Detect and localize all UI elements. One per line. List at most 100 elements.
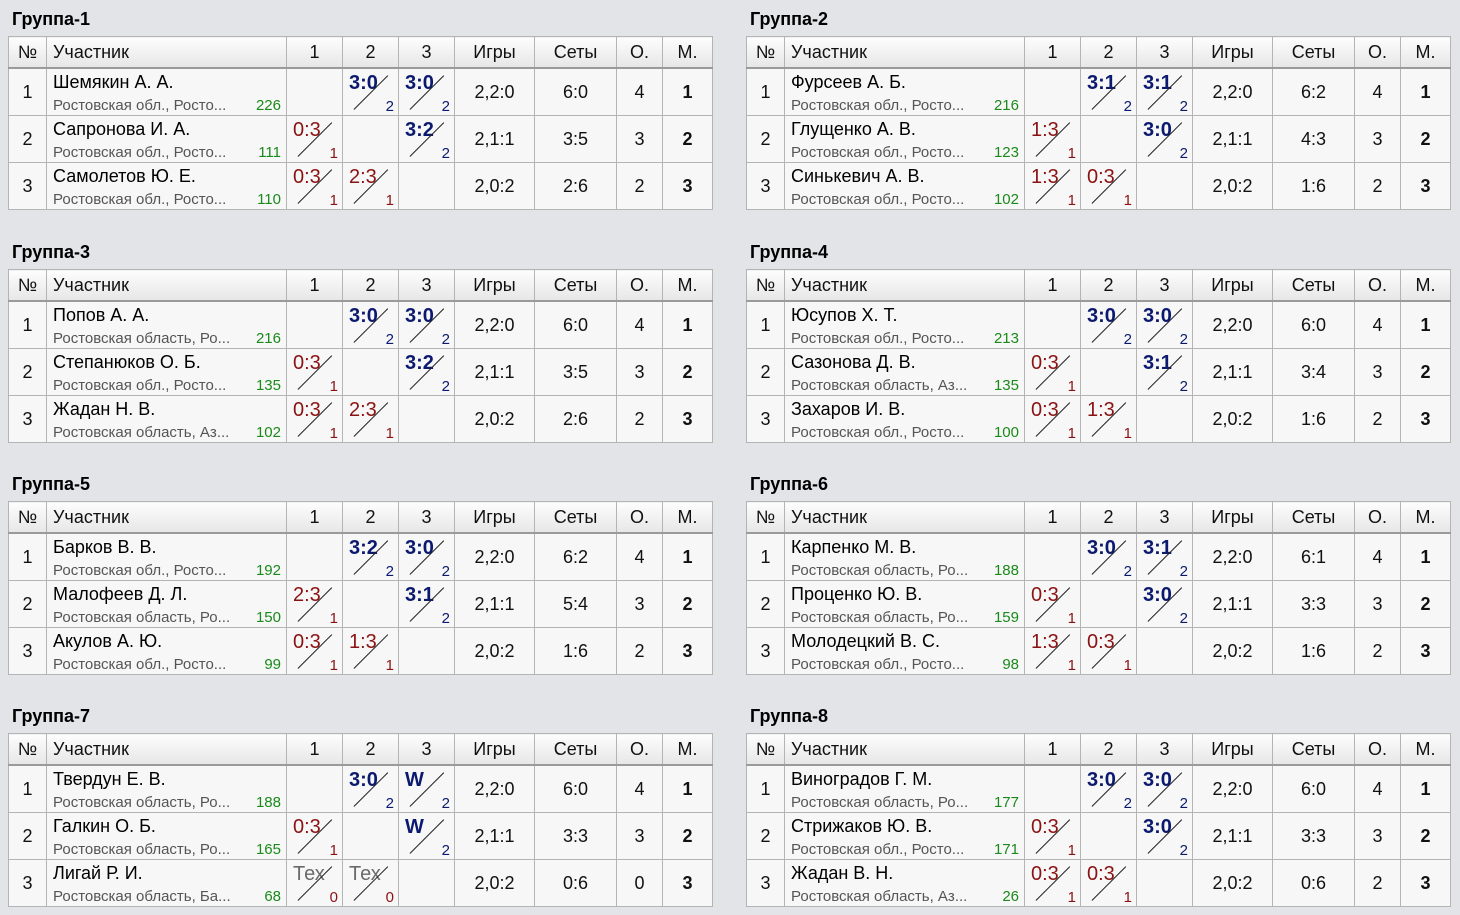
column-header-c3[interactable]: 3	[398, 269, 455, 302]
participant-cell[interactable]: Барков В. В. Ростовская обл., Росто... 192	[46, 532, 287, 581]
match-result-cell[interactable]: 3:0 2	[398, 67, 455, 116]
column-header-c1[interactable]: 1	[1024, 36, 1081, 69]
match-result-cell[interactable]: 3:2 2	[398, 348, 455, 396]
column-header-place[interactable]: М.	[1400, 36, 1451, 69]
column-header-name[interactable]: Участник	[46, 269, 287, 302]
match-result-cell[interactable]: 1:3 1	[1024, 162, 1081, 210]
participant-name[interactable]: Жадан Н. В.	[53, 399, 156, 419]
column-header-sets[interactable]: Сеты	[534, 36, 617, 69]
column-header-place[interactable]: М.	[1400, 269, 1451, 302]
column-header-name[interactable]: Участник	[46, 36, 287, 69]
column-header-games[interactable]: Игры	[454, 733, 535, 766]
participant-name[interactable]: Сазонова Д. В.	[791, 352, 916, 372]
participant-name[interactable]: Твердун Е. В.	[53, 769, 166, 789]
column-header-num[interactable]: №	[746, 269, 785, 302]
participant-cell[interactable]: Проценко Ю. В. Ростовская область, Ро... 1…	[784, 580, 1025, 628]
column-header-c2[interactable]: 2	[1080, 36, 1137, 69]
column-header-sets[interactable]: Сеты	[1272, 36, 1355, 69]
column-header-c3[interactable]: 3	[1136, 36, 1193, 69]
column-header-c3[interactable]: 3	[398, 733, 455, 766]
participant-name[interactable]: Жадан В. Н.	[791, 863, 894, 883]
participant-name[interactable]: Виноградов Г. М.	[791, 769, 933, 789]
column-header-place[interactable]: М.	[662, 36, 713, 69]
column-header-c1[interactable]: 1	[1024, 269, 1081, 302]
participant-cell[interactable]: Фурсеев А. Б. Ростовская обл., Росто... 21…	[784, 67, 1025, 116]
match-result-cell[interactable]: 0:3 1	[286, 812, 343, 860]
participant-name[interactable]: Карпенко М. В.	[791, 537, 917, 557]
participant-name[interactable]: Молодецкий В. С.	[791, 631, 940, 651]
column-header-c1[interactable]: 1	[286, 733, 343, 766]
column-header-num[interactable]: №	[8, 733, 47, 766]
column-header-c2[interactable]: 2	[342, 36, 399, 69]
column-header-games[interactable]: Игры	[1192, 269, 1273, 302]
column-header-num[interactable]: №	[8, 501, 47, 534]
participant-cell[interactable]: Карпенко М. В. Ростовская область, Ро... 1…	[784, 532, 1025, 581]
match-result-cell[interactable]: 3:2 2	[398, 115, 455, 163]
match-result-cell[interactable]: 3:1 2	[1136, 348, 1193, 396]
match-result-cell[interactable]: 3:0 2	[1080, 532, 1137, 581]
participant-cell[interactable]: Галкин О. Б. Ростовская область, Ро... 165	[46, 812, 287, 860]
match-result-cell[interactable]: 0:3 1	[1024, 859, 1081, 907]
participant-cell[interactable]: Самолетов Ю. Е. Ростовская обл., Росто...…	[46, 162, 287, 210]
match-result-cell[interactable]: 0:3 1	[1080, 162, 1137, 210]
participant-cell[interactable]: Сапронова И. А. Ростовская обл., Росто...…	[46, 115, 287, 163]
participant-cell[interactable]: Синькевич А. В. Ростовская обл., Росто...…	[784, 162, 1025, 210]
participant-cell[interactable]: Попов А. А. Ростовская область, Ро... 216	[46, 300, 287, 349]
participant-name[interactable]: Барков В. В.	[53, 537, 157, 557]
match-result-cell[interactable]: 3:0 2	[342, 67, 399, 116]
column-header-points[interactable]: О.	[1354, 501, 1401, 534]
column-header-c2[interactable]: 2	[342, 269, 399, 302]
column-header-games[interactable]: Игры	[1192, 36, 1273, 69]
participant-cell[interactable]: Жадан В. Н. Ростовская область, Аз... 26	[784, 859, 1025, 907]
column-header-c1[interactable]: 1	[1024, 501, 1081, 534]
column-header-c3[interactable]: 3	[1136, 269, 1193, 302]
participant-cell[interactable]: Жадан Н. В. Ростовская область, Аз... 102	[46, 395, 287, 443]
participant-cell[interactable]: Твердун Е. В. Ростовская область, Ро... 18…	[46, 764, 287, 813]
match-result-cell[interactable]: 3:1 2	[1080, 67, 1137, 116]
column-header-sets[interactable]: Сеты	[534, 501, 617, 534]
participant-cell[interactable]: Виноградов Г. М. Ростовская область, Ро..…	[784, 764, 1025, 813]
participant-cell[interactable]: Шемякин А. А. Ростовская обл., Росто... 22…	[46, 67, 287, 116]
match-result-cell[interactable]: 0:3 1	[1024, 395, 1081, 443]
column-header-place[interactable]: М.	[662, 733, 713, 766]
match-result-cell[interactable]: 2:3 1	[342, 395, 399, 443]
match-result-cell[interactable]: 0:3 1	[286, 115, 343, 163]
match-result-cell[interactable]: 0:3 1	[1024, 580, 1081, 628]
match-result-cell[interactable]: 0:3 1	[1024, 812, 1081, 860]
column-header-c3[interactable]: 3	[398, 501, 455, 534]
column-header-c2[interactable]: 2	[342, 733, 399, 766]
match-result-cell[interactable]: 3:0 2	[398, 300, 455, 349]
match-result-cell[interactable]: 3:0 2	[1136, 115, 1193, 163]
match-result-cell[interactable]: 3:1 2	[398, 580, 455, 628]
participant-cell[interactable]: Малофеев Д. Л. Ростовская область, Ро... 1…	[46, 580, 287, 628]
column-header-points[interactable]: О.	[616, 36, 663, 69]
participant-name[interactable]: Проценко Ю. В.	[791, 584, 923, 604]
match-result-cell[interactable]: Тех 0	[342, 859, 399, 907]
column-header-c3[interactable]: 3	[1136, 501, 1193, 534]
match-result-cell[interactable]: 3:1 2	[1136, 532, 1193, 581]
column-header-c1[interactable]: 1	[286, 501, 343, 534]
match-result-cell[interactable]: 3:0 2	[1080, 764, 1137, 813]
participant-cell[interactable]: Молодецкий В. С. Ростовская обл., Росто..…	[784, 627, 1025, 675]
participant-cell[interactable]: Степанюков О. Б. Ростовская обл., Росто..…	[46, 348, 287, 396]
column-header-games[interactable]: Игры	[454, 36, 535, 69]
match-result-cell[interactable]: 1:3 1	[1024, 627, 1081, 675]
participant-name[interactable]: Малофеев Д. Л.	[53, 584, 188, 604]
participant-name[interactable]: Шемякин А. А.	[53, 72, 174, 92]
column-header-points[interactable]: О.	[616, 269, 663, 302]
match-result-cell[interactable]: 3:2 2	[342, 532, 399, 581]
column-header-name[interactable]: Участник	[784, 501, 1025, 534]
participant-name[interactable]: Попов А. А.	[53, 305, 150, 325]
column-header-num[interactable]: №	[746, 733, 785, 766]
column-header-sets[interactable]: Сеты	[534, 733, 617, 766]
column-header-sets[interactable]: Сеты	[1272, 269, 1355, 302]
match-result-cell[interactable]: 0:3 1	[1024, 348, 1081, 396]
match-result-cell[interactable]: 3:0 2	[1136, 764, 1193, 813]
column-header-sets[interactable]: Сеты	[534, 269, 617, 302]
participant-cell[interactable]: Стрижаков Ю. В. Ростовская обл., Росто...…	[784, 812, 1025, 860]
match-result-cell[interactable]: 0:3 1	[286, 348, 343, 396]
column-header-c1[interactable]: 1	[286, 269, 343, 302]
match-result-cell[interactable]: 0:3 1	[286, 627, 343, 675]
